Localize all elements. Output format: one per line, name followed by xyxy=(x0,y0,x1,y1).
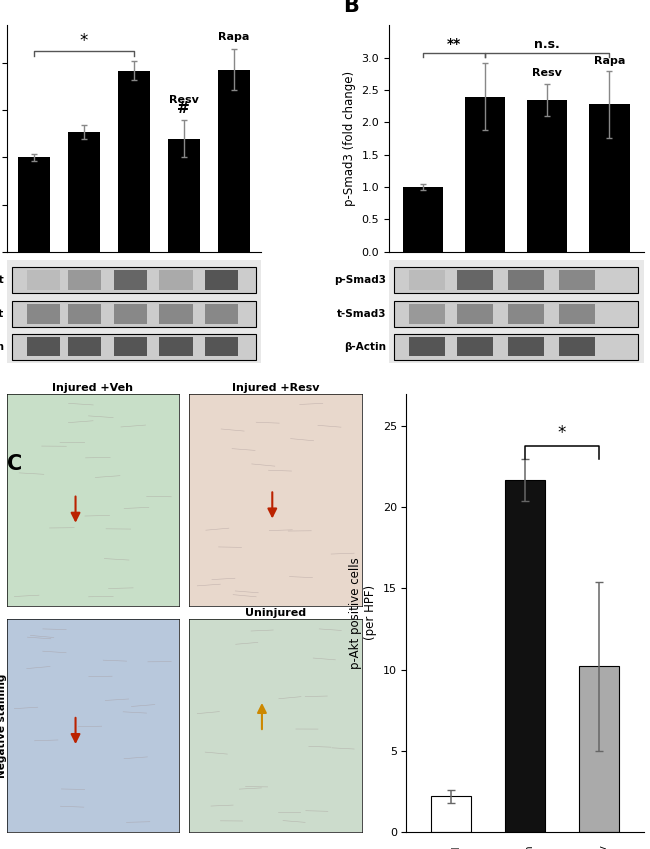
Text: n.s.: n.s. xyxy=(534,38,560,51)
Bar xyxy=(12,267,256,293)
Bar xyxy=(114,304,147,323)
Bar xyxy=(27,270,60,290)
Bar xyxy=(458,304,493,323)
Bar xyxy=(205,304,239,323)
Text: Rapa: Rapa xyxy=(593,55,625,65)
Text: Resv: Resv xyxy=(532,69,562,78)
Bar xyxy=(159,304,192,323)
Text: t-Akt: t-Akt xyxy=(0,309,4,319)
Y-axis label: p-Akt positive cells
(per HPF): p-Akt positive cells (per HPF) xyxy=(349,557,377,669)
Text: Rapa: Rapa xyxy=(218,32,250,42)
Bar xyxy=(68,132,100,251)
Title: Injured +Veh: Injured +Veh xyxy=(52,383,133,393)
Bar xyxy=(409,304,445,323)
Bar xyxy=(27,304,60,323)
Text: AdSmad3: AdSmad3 xyxy=(59,270,109,279)
Text: **: ** xyxy=(447,37,461,51)
Text: B: B xyxy=(343,0,359,16)
Text: p-Akt: p-Akt xyxy=(0,275,4,285)
Bar xyxy=(508,304,544,323)
Text: AdGFP: AdGFP xyxy=(17,270,51,279)
Bar xyxy=(18,157,50,251)
Bar xyxy=(27,337,60,357)
Text: *: * xyxy=(558,424,566,442)
Text: p-Smad3: p-Smad3 xyxy=(334,275,386,285)
Bar xyxy=(589,104,629,251)
Bar xyxy=(394,301,638,327)
Bar xyxy=(205,270,239,290)
Text: Uninjured: Uninjured xyxy=(451,845,461,849)
Bar xyxy=(458,337,493,357)
Bar xyxy=(68,304,101,323)
Text: AdSmad3+TGFβ: AdSmad3+TGFβ xyxy=(141,295,227,305)
Bar xyxy=(394,267,638,293)
Bar xyxy=(409,270,445,290)
Bar xyxy=(560,337,595,357)
Bar xyxy=(12,301,256,327)
Text: Injured +Veh: Injured +Veh xyxy=(525,845,535,849)
Text: Resv: Resv xyxy=(169,94,199,104)
Bar xyxy=(68,337,101,357)
Bar xyxy=(168,138,200,251)
Bar xyxy=(205,337,239,357)
Text: β-Actin: β-Actin xyxy=(0,341,4,351)
Text: β-Actin: β-Actin xyxy=(344,341,386,351)
Bar xyxy=(504,480,545,832)
Bar xyxy=(403,187,443,251)
Bar xyxy=(560,270,595,290)
Bar xyxy=(527,100,567,251)
Bar xyxy=(118,70,150,251)
Text: *: * xyxy=(80,32,88,50)
Bar xyxy=(508,337,544,357)
Text: AdSmad3+TGFβ: AdSmad3+TGFβ xyxy=(504,295,590,305)
Text: C: C xyxy=(6,454,21,475)
Bar xyxy=(12,334,256,360)
Title: Uninjured: Uninjured xyxy=(245,609,306,618)
Bar xyxy=(409,337,445,357)
Y-axis label: p-Smad3 (fold change): p-Smad3 (fold change) xyxy=(343,71,356,206)
Bar xyxy=(508,270,544,290)
Title: Injured +Resv: Injured +Resv xyxy=(232,383,320,393)
Bar xyxy=(465,97,505,251)
Bar xyxy=(159,337,192,357)
Bar xyxy=(114,337,147,357)
Bar xyxy=(578,666,619,832)
Bar xyxy=(394,334,638,360)
Bar xyxy=(159,270,192,290)
Text: #: # xyxy=(177,101,190,116)
Bar xyxy=(68,270,101,290)
Y-axis label: Negative staining: Negative staining xyxy=(0,673,7,778)
Bar xyxy=(114,270,147,290)
Text: t-Smad3: t-Smad3 xyxy=(337,309,386,319)
Bar xyxy=(430,796,471,832)
Text: Injured +Resv: Injured +Resv xyxy=(599,845,609,849)
Bar xyxy=(560,304,595,323)
Text: AdSmad3: AdSmad3 xyxy=(398,270,448,279)
Bar xyxy=(218,70,250,251)
Bar xyxy=(458,270,493,290)
